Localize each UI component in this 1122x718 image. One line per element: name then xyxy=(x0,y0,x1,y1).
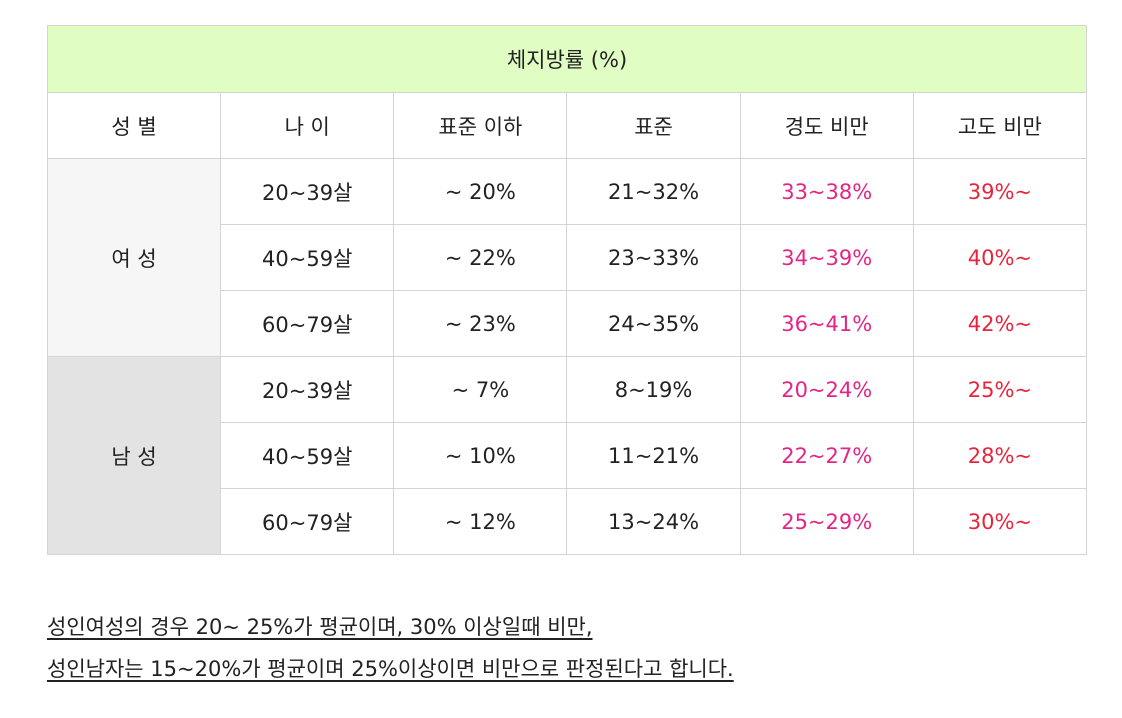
note-female-average: 성인여성의 경우 20~ 25%가 평균이며, 30% 이상일때 비만, xyxy=(47,615,593,639)
header-severe-obesity: 고도 비만 xyxy=(912,92,1088,159)
mild-obesity-cell: 34~39% xyxy=(739,224,914,291)
age-cell: 40~59살 xyxy=(220,224,395,291)
standard-cell: 24~35% xyxy=(566,290,741,357)
below-standard-cell: ~ 12% xyxy=(393,488,568,555)
mild-obesity-cell: 33~38% xyxy=(739,158,914,225)
below-standard-cell: ~ 10% xyxy=(393,422,568,489)
severe-obesity-cell: 28%~ xyxy=(912,422,1088,489)
header-standard: 표준 xyxy=(566,92,741,159)
severe-obesity-cell: 39%~ xyxy=(912,158,1088,225)
table-title: 체지방률 (%) xyxy=(47,25,1087,93)
below-standard-cell: ~ 23% xyxy=(393,290,568,357)
standard-cell: 23~33% xyxy=(566,224,741,291)
age-cell: 20~39살 xyxy=(220,158,395,225)
table-row: 60~79살 ~ 12% 13~24% 25~29% 30%~ xyxy=(48,488,1088,555)
gender-cell-male: 남 성 xyxy=(46,356,222,555)
body-fat-table: 체지방률 (%) 성 별 나 이 표준 이하 표준 경도 비만 고도 비만 여 … xyxy=(46,25,1088,555)
mild-obesity-cell: 36~41% xyxy=(739,290,914,357)
age-cell: 60~79살 xyxy=(220,488,395,555)
severe-obesity-cell: 40%~ xyxy=(912,224,1088,291)
header-row: 성 별 나 이 표준 이하 표준 경도 비만 고도 비만 xyxy=(46,92,1088,159)
severe-obesity-cell: 25%~ xyxy=(912,356,1088,423)
mild-obesity-cell: 22~27% xyxy=(739,422,914,489)
severe-obesity-cell: 30%~ xyxy=(912,488,1088,555)
severe-obesity-cell: 42%~ xyxy=(912,290,1088,357)
body-fat-table-container: 체지방률 (%) 성 별 나 이 표준 이하 표준 경도 비만 고도 비만 여 … xyxy=(46,25,1088,555)
header-gender: 성 별 xyxy=(46,92,222,159)
below-standard-cell: ~ 7% xyxy=(393,356,568,423)
gender-cell-female: 여 성 xyxy=(46,158,222,357)
note-male-average: 성인남자는 15~20%가 평균이며 25%이상이면 비만으로 판정된다고 합니… xyxy=(47,657,734,681)
table-row: 60~79살 ~ 23% 24~35% 36~41% 42%~ xyxy=(48,290,1088,357)
header-mild-obesity: 경도 비만 xyxy=(739,92,914,159)
table-row: 40~59살 ~ 10% 11~21% 22~27% 28%~ xyxy=(48,422,1088,489)
age-cell: 60~79살 xyxy=(220,290,395,357)
table-row: 남 성 20~39살 ~ 7% 8~19% 20~24% 25%~ xyxy=(46,356,1088,555)
standard-cell: 11~21% xyxy=(566,422,741,489)
standard-cell: 13~24% xyxy=(566,488,741,555)
age-cell: 40~59살 xyxy=(220,422,395,489)
notes-section: 성인여성의 경우 20~ 25%가 평균이며, 30% 이상일때 비만, 성인남… xyxy=(47,606,1087,690)
standard-cell: 21~32% xyxy=(566,158,741,225)
table-row: 여 성 20~39살 ~ 20% 21~32% 33~38% 39%~ xyxy=(46,158,1088,357)
below-standard-cell: ~ 22% xyxy=(393,224,568,291)
mild-obesity-cell: 20~24% xyxy=(739,356,914,423)
title-row: 체지방률 (%) xyxy=(47,25,1087,93)
mild-obesity-cell: 25~29% xyxy=(739,488,914,555)
age-cell: 20~39살 xyxy=(220,356,395,423)
header-below-standard: 표준 이하 xyxy=(393,92,568,159)
standard-cell: 8~19% xyxy=(566,356,741,423)
header-age: 나 이 xyxy=(220,92,395,159)
below-standard-cell: ~ 20% xyxy=(393,158,568,225)
